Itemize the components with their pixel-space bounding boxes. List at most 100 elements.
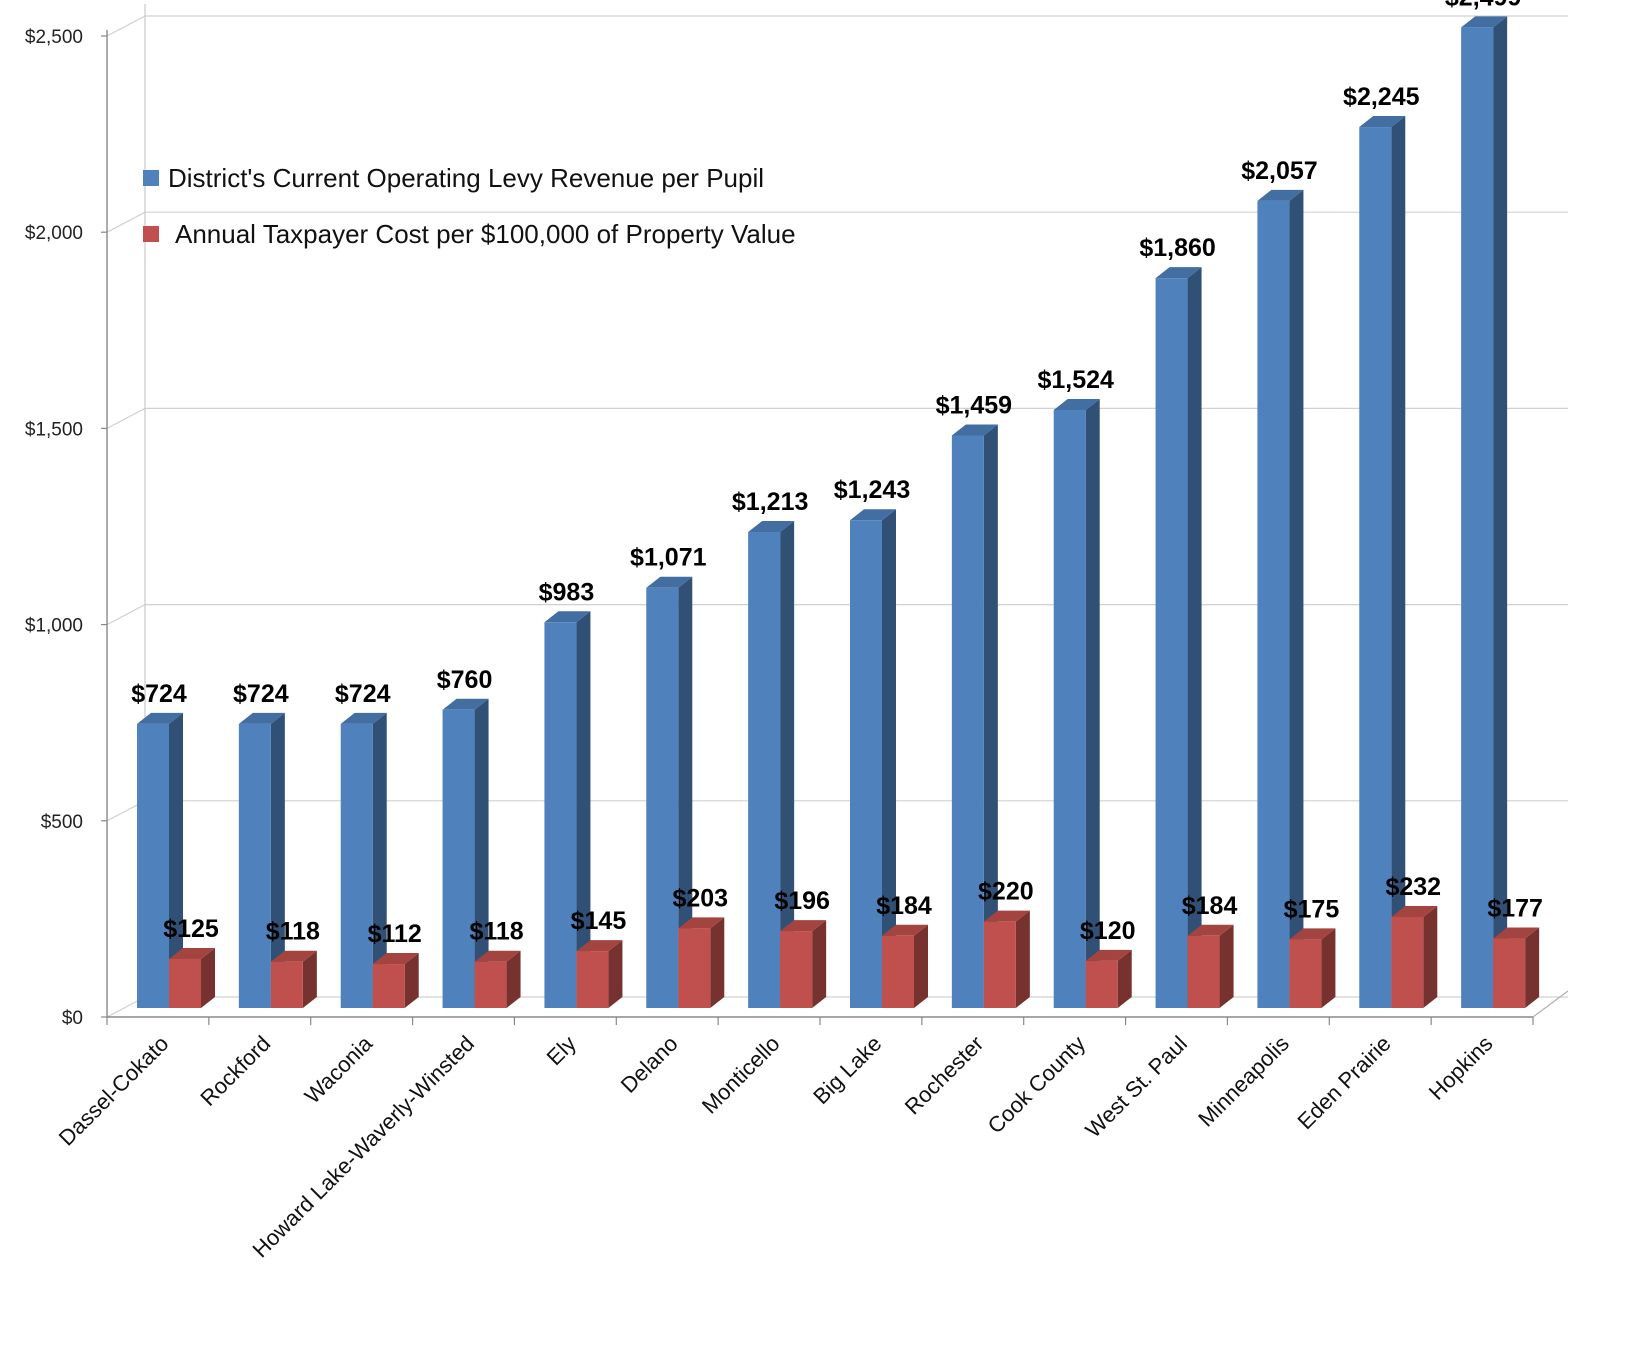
bar-side (201, 947, 215, 1008)
bar-taxpayer-cost-hopkins (1493, 927, 1540, 1008)
bar-levy-revenue-west-st-paul (1155, 267, 1202, 1008)
data-label-taxpayer-cost-dassel-cokato: $125 (163, 915, 219, 943)
bar-side (302, 950, 317, 1008)
bar-taxpayer-cost-monticello (780, 920, 827, 1008)
bar-top (748, 521, 795, 533)
data-label-levy-revenue-rochester: $1,459 (936, 391, 1012, 419)
bar-levy-revenue-hopkins (1461, 16, 1508, 1009)
gridline-connector (106, 604, 146, 626)
bar-taxpayer-cost-rockford (270, 950, 317, 1008)
bar-top (544, 611, 591, 623)
bar-front (238, 723, 271, 1008)
bar-levy-revenue-ely (544, 611, 591, 1008)
category-label-hopkins: Hopkins (1424, 1031, 1498, 1105)
category-label-monticello: Monticello (697, 1031, 785, 1119)
bar-side (1085, 398, 1100, 1008)
bar-side (1525, 927, 1540, 1008)
bar-top (983, 910, 1030, 922)
bar-top (951, 424, 998, 436)
data-label-taxpayer-cost-eden-prairie: $232 (1385, 873, 1441, 901)
bar-taxpayer-cost-west-st-paul (1187, 924, 1234, 1008)
bar-levy-revenue-big-lake (850, 509, 896, 1008)
bar-side (474, 698, 489, 1008)
data-label-taxpayer-cost-rockford: $118 (266, 918, 320, 946)
bar-taxpayer-cost-rochester (983, 910, 1030, 1008)
bar-front (1155, 278, 1188, 1008)
bar-front (1289, 939, 1322, 1008)
bar-front (1461, 27, 1494, 1009)
legend-swatch-taxpayer-cost (143, 226, 159, 242)
data-label-levy-revenue-big-lake: $1,243 (834, 476, 910, 504)
legend: District's Current Operating Levy Revenu… (143, 163, 796, 249)
bar-top (1257, 189, 1304, 201)
bar-taxpayer-cost-big-lake (882, 924, 928, 1008)
bar-taxpayer-cost-eden-prairie (1391, 905, 1438, 1008)
data-label-taxpayer-cost-rochester: $220 (978, 878, 1034, 906)
bar-top (646, 576, 693, 588)
bar-taxpayer-cost-cook-county (1085, 949, 1132, 1008)
category-label-minneapolis: Minneapolis (1193, 1031, 1294, 1132)
bar-taxpayer-cost-howard-lake-waverly-winsted (474, 950, 521, 1008)
bar-front (137, 723, 169, 1008)
bar-top (1085, 949, 1132, 961)
bar-side (914, 924, 928, 1008)
data-label-taxpayer-cost-cook-county: $120 (1080, 917, 1136, 945)
bar-top (576, 940, 623, 952)
category-label-west-st-paul: West St. Paul (1080, 1031, 1192, 1143)
bar-side (608, 940, 623, 1008)
bars (137, 16, 1540, 1009)
bar-levy-revenue-waconia (340, 712, 387, 1008)
y-tick-label: $2,000 (25, 223, 83, 244)
bar-top (1187, 924, 1234, 936)
bar-side (404, 953, 419, 1008)
bar-levy-revenue-minneapolis (1257, 189, 1304, 1009)
bar-top (850, 509, 896, 521)
bar-side (1391, 116, 1406, 1008)
bar-top (442, 698, 489, 710)
bar-top (340, 712, 387, 724)
bar-side (1219, 924, 1234, 1008)
data-label-levy-revenue-eden-prairie: $2,245 (1343, 83, 1420, 111)
bar-front (1085, 960, 1118, 1008)
floor-edge (1532, 990, 1569, 1018)
bar-top (678, 917, 725, 929)
gridline-connector (106, 407, 146, 429)
bar-levy-revenue-eden-prairie (1359, 116, 1406, 1008)
bar-front (1257, 200, 1290, 1009)
bar-front (1187, 935, 1220, 1008)
bar-side (1423, 905, 1438, 1008)
y-tick-label: $1,500 (25, 419, 83, 440)
y-tick-label: $2,500 (25, 27, 83, 48)
bar-levy-revenue-howard-lake-waverly-winsted (442, 698, 489, 1008)
bar-top (169, 947, 215, 959)
bar-side (1493, 16, 1508, 1009)
bar-front (442, 709, 475, 1008)
data-label-taxpayer-cost-west-st-paul: $184 (1182, 892, 1238, 920)
bar-front (1359, 127, 1392, 1008)
gridline-connector (106, 211, 146, 233)
bar-side (678, 576, 693, 1008)
data-label-levy-revenue-monticello: $1,213 (732, 488, 808, 516)
bar-top (1391, 905, 1438, 917)
bar-front (780, 931, 813, 1008)
bar-side (983, 424, 998, 1008)
bar-front (576, 951, 609, 1008)
gridline-connector (106, 15, 146, 37)
data-label-taxpayer-cost-big-lake: $184 (876, 892, 932, 920)
data-label-taxpayer-cost-delano: $203 (672, 884, 728, 912)
bar-top (137, 712, 183, 724)
y-tick-label: $500 (41, 812, 83, 833)
data-label-levy-revenue-rockford: $724 (233, 680, 289, 708)
bar-taxpayer-cost-ely (576, 940, 623, 1008)
data-label-taxpayer-cost-ely: $145 (571, 907, 627, 935)
data-label-taxpayer-cost-hopkins: $177 (1487, 895, 1543, 923)
bar-side (1321, 928, 1336, 1008)
bar-top (882, 924, 928, 936)
data-label-taxpayer-cost-minneapolis: $175 (1284, 895, 1340, 923)
data-labels: $724 $125 $724 $118 $724 $112 $760 $118 $983 $145… (131, 0, 1543, 948)
bar-levy-revenue-monticello (748, 521, 795, 1008)
bar-side (1289, 189, 1304, 1009)
bar-side (710, 917, 725, 1008)
bar-front (169, 958, 201, 1008)
bar-side (780, 521, 795, 1008)
